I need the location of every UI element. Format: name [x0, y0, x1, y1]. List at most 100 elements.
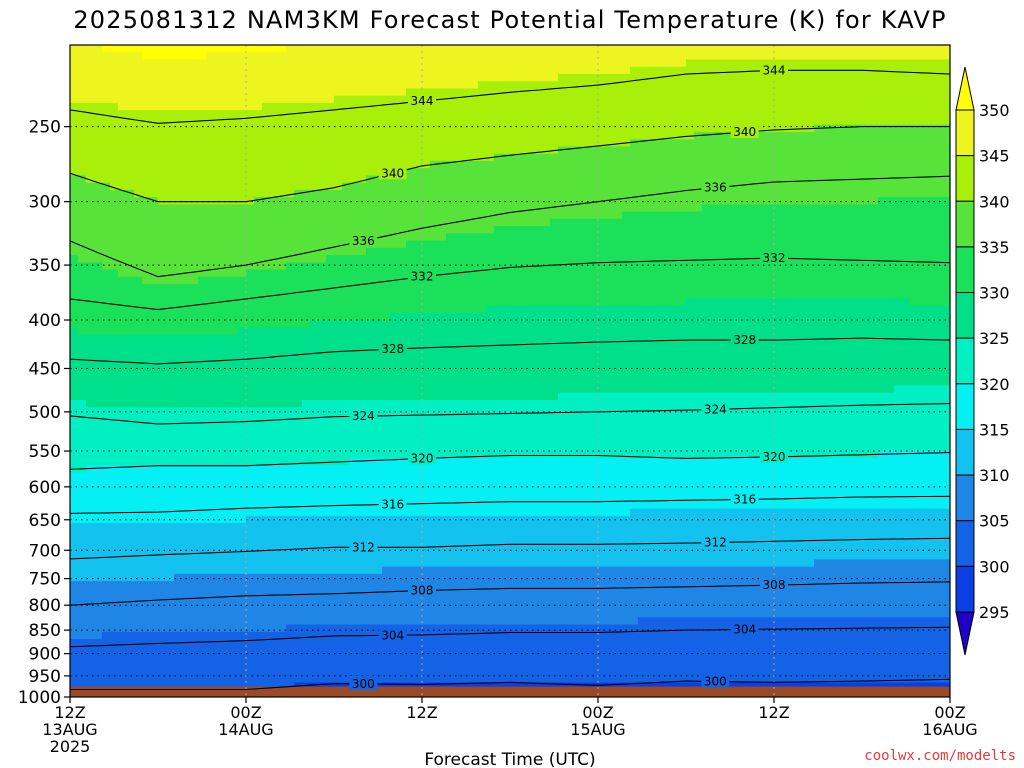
field-cell [78, 407, 87, 416]
field-cell [278, 675, 287, 684]
field-cell [270, 73, 279, 82]
field-cell [502, 233, 511, 242]
field-cell [334, 494, 343, 502]
field-cell [254, 182, 263, 191]
field-cell [222, 675, 231, 684]
field-cell [478, 320, 487, 329]
field-cell [78, 73, 87, 82]
field-cell [358, 465, 367, 474]
field-cell [446, 262, 455, 271]
field-cell [422, 385, 431, 394]
field-cell [262, 298, 271, 307]
field-cell [510, 211, 519, 220]
field-cell [358, 168, 367, 176]
field-cell [102, 218, 111, 227]
field-cell [302, 226, 311, 234]
field-cell [502, 537, 511, 546]
field-cell [94, 668, 103, 676]
field-cell [414, 675, 423, 684]
field-cell [462, 95, 471, 104]
field-cell [294, 617, 303, 626]
field-cell [318, 66, 327, 75]
field-cell [278, 52, 287, 61]
field-cell [174, 421, 183, 430]
field-cell [142, 573, 151, 582]
field-cell [302, 88, 311, 97]
field-cell [102, 559, 111, 568]
field-cell [206, 342, 215, 350]
field-cell [382, 421, 391, 430]
field-cell [502, 378, 511, 387]
field-cell [422, 515, 431, 524]
field-cell [438, 639, 447, 647]
field-cell [358, 617, 367, 626]
field-cell [102, 581, 111, 589]
field-cell [174, 81, 183, 90]
field-cell [350, 450, 359, 459]
field-cell [174, 218, 183, 227]
field-cell [478, 305, 487, 314]
field-cell [278, 450, 287, 459]
field-cell [342, 95, 351, 104]
field-cell [270, 595, 279, 604]
field-cell [238, 197, 247, 205]
field-cell [358, 59, 367, 68]
field-cell [438, 371, 447, 379]
field-cell [134, 139, 143, 148]
field-cell [70, 81, 79, 90]
field-cell [86, 276, 95, 285]
field-cell [502, 494, 511, 502]
field-cell [302, 320, 311, 329]
field-cell [262, 146, 271, 155]
field-cell [350, 247, 359, 256]
field-cell [462, 668, 471, 676]
field-cell [390, 602, 399, 611]
field-cell [430, 197, 439, 205]
field-cell [142, 73, 151, 82]
field-cell [86, 160, 95, 169]
field-cell [222, 523, 231, 531]
field-cell [294, 124, 303, 133]
field-cell [254, 45, 263, 53]
field-cell [326, 646, 335, 655]
field-cell [502, 428, 511, 437]
field-cell [198, 124, 207, 133]
field-cell [470, 494, 479, 502]
field-cell [262, 175, 271, 184]
field-cell [166, 421, 175, 430]
field-cell [470, 472, 479, 481]
field-cell [166, 247, 175, 256]
field-cell [198, 153, 207, 162]
field-cell [166, 537, 175, 546]
field-cell [422, 255, 431, 263]
field-cell [446, 508, 455, 517]
field-cell [102, 73, 111, 82]
field-cell [454, 226, 463, 234]
field-cell [390, 639, 399, 647]
field-cell [446, 660, 455, 669]
field-cell [358, 610, 367, 618]
field-cell [286, 494, 295, 502]
field-cell [206, 269, 215, 278]
field-cell [414, 211, 423, 220]
field-cell [174, 211, 183, 220]
field-cell [206, 617, 215, 626]
field-cell [286, 45, 295, 53]
field-cell [214, 117, 223, 126]
field-cell [486, 226, 495, 234]
field-cell [110, 610, 119, 618]
field-cell [462, 407, 471, 416]
field-cell [438, 226, 447, 234]
field-cell [350, 588, 359, 597]
field-cell [454, 305, 463, 314]
field-cell [182, 610, 191, 618]
field-cell [110, 117, 119, 126]
field-cell [166, 320, 175, 329]
field-cell [382, 610, 391, 618]
field-cell [382, 407, 391, 416]
field-cell [382, 153, 391, 162]
field-cell [478, 327, 487, 336]
field-cell [326, 59, 335, 68]
field-cell [366, 88, 375, 97]
field-cell [198, 443, 207, 452]
